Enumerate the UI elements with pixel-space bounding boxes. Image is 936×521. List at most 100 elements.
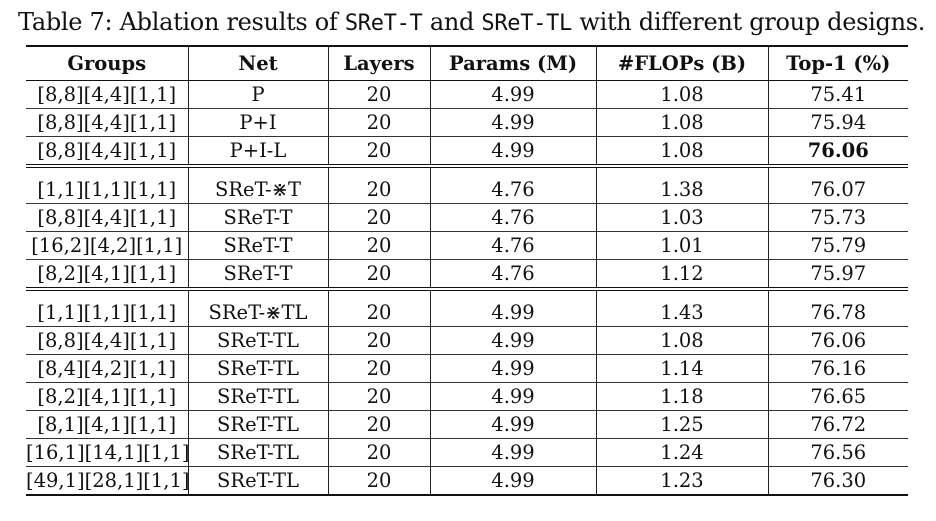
cell-flops: 1.12	[595, 259, 768, 291]
cell-params: 4.99	[429, 326, 596, 355]
cell-groups: [8,8][4,4][1,1]	[26, 203, 188, 232]
cell-top1: 76.56	[767, 438, 908, 467]
table-row: [16,1][14,1][1,1] SReT-TL 20 4.99 1.24 76.56	[26, 438, 908, 467]
table-body: [8,8][4,4][1,1] P 20 4.99 1.08 75.41 [8,8][4,4…	[26, 80, 908, 496]
cell-net: SReT-T	[187, 259, 328, 291]
cell-params: 4.99	[429, 354, 596, 383]
cell-params: 4.99	[429, 410, 596, 439]
cell-flops: 1.08	[595, 108, 768, 137]
table-row: [8,4][4,2][1,1] SReT-TL 20 4.99 1.14 76.16	[26, 354, 908, 383]
header-net: Net	[187, 45, 328, 81]
cell-flops: 1.08	[595, 80, 768, 109]
cell-layers: 20	[327, 410, 430, 439]
cell-groups: [8,4][4,2][1,1]	[26, 354, 188, 383]
cell-net: SReT-T	[187, 231, 328, 260]
ablation-table: Groups Net Layers Params (M) #FLOPs (B) …	[26, 45, 908, 496]
cell-top1: 76.78	[767, 289, 908, 327]
cell-net: SReT-TL	[187, 354, 328, 383]
cell-groups: [8,8][4,4][1,1]	[26, 326, 188, 355]
cell-top1: 76.06	[767, 326, 908, 355]
cell-net: SReT-⋇TL	[187, 289, 328, 327]
table-row: [49,1][28,1][1,1] SReT-TL 20 4.99 1.23 76.30	[26, 466, 908, 496]
table-row: [1,1][1,1][1,1] SReT-⋇TL 20 4.99 1.43 76.78	[26, 289, 908, 327]
cell-layers: 20	[327, 382, 430, 411]
cell-layers: 20	[327, 326, 430, 355]
cell-params: 4.76	[429, 166, 596, 204]
cell-params: 4.76	[429, 231, 596, 260]
cell-top1: 76.65	[767, 382, 908, 411]
cell-net: SReT-T	[187, 203, 328, 232]
table-row: [16,2][4,2][1,1] SReT-T 20 4.76 1.01 75.79	[26, 231, 908, 260]
cell-flops: 1.23	[595, 466, 768, 496]
cell-params: 4.99	[429, 108, 596, 137]
cell-flops: 1.08	[595, 326, 768, 355]
cell-groups: [8,8][4,4][1,1]	[26, 136, 188, 168]
cell-net: SReT-TL	[187, 438, 328, 467]
table-row: [8,8][4,4][1,1] P+I-L 20 4.99 1.08 76.06	[26, 136, 908, 168]
cell-net: SReT-TL	[187, 466, 328, 496]
cell-top1: 75.79	[767, 231, 908, 260]
cell-layers: 20	[327, 136, 430, 168]
cell-groups: [1,1][1,1][1,1]	[26, 289, 188, 327]
cell-groups: [8,8][4,4][1,1]	[26, 108, 188, 137]
cell-top1: 75.73	[767, 203, 908, 232]
cell-top1: 75.41	[767, 80, 908, 109]
cell-net: P+I	[187, 108, 328, 137]
cell-flops: 1.18	[595, 382, 768, 411]
cell-params: 4.76	[429, 259, 596, 291]
table-row: [8,1][4,1][1,1] SReT-TL 20 4.99 1.25 76.72	[26, 410, 908, 439]
cell-flops: 1.01	[595, 231, 768, 260]
cell-net: SReT-TL	[187, 326, 328, 355]
cell-params: 4.99	[429, 466, 596, 496]
cell-layers: 20	[327, 466, 430, 496]
cell-groups: [8,8][4,4][1,1]	[26, 80, 188, 109]
cell-top1: 76.06	[767, 136, 908, 168]
caption-model-1: SReT-T	[344, 11, 423, 36]
cell-flops: 1.14	[595, 354, 768, 383]
table-row: [8,8][4,4][1,1] SReT-T 20 4.76 1.03 75.73	[26, 203, 908, 232]
cell-layers: 20	[327, 166, 430, 204]
cell-groups: [16,2][4,2][1,1]	[26, 231, 188, 260]
cell-net: P	[187, 80, 328, 109]
caption-model-2: SReT-TL	[481, 11, 573, 36]
cell-groups: [8,1][4,1][1,1]	[26, 410, 188, 439]
cell-top1: 76.16	[767, 354, 908, 383]
cell-flops: 1.43	[595, 289, 768, 327]
table-header-row: Groups Net Layers Params (M) #FLOPs (B) …	[26, 45, 908, 81]
table-row: [8,8][4,4][1,1] P+I 20 4.99 1.08 75.94	[26, 108, 908, 137]
cell-params: 4.99	[429, 382, 596, 411]
cell-layers: 20	[327, 203, 430, 232]
cell-params: 4.99	[429, 80, 596, 109]
table-row: [8,2][4,1][1,1] SReT-T 20 4.76 1.12 75.97	[26, 259, 908, 291]
cell-groups: [8,2][4,1][1,1]	[26, 382, 188, 411]
cell-layers: 20	[327, 354, 430, 383]
cell-net: SReT-⋇T	[187, 166, 328, 204]
cell-groups: [16,1][14,1][1,1]	[26, 438, 190, 467]
caption-suffix: with different group designs.	[572, 8, 926, 36]
cell-params: 4.99	[429, 289, 596, 327]
cell-net: SReT-TL	[187, 410, 328, 439]
cell-top1: 75.97	[767, 259, 908, 291]
cell-layers: 20	[327, 289, 430, 327]
cell-top1: 76.07	[767, 166, 908, 204]
cell-flops: 1.25	[595, 410, 768, 439]
cell-flops: 1.38	[595, 166, 768, 204]
cell-layers: 20	[327, 108, 430, 137]
cell-flops: 1.24	[595, 438, 768, 467]
header-top1: Top-1 (%)	[767, 45, 908, 81]
table-row: [1,1][1,1][1,1] SReT-⋇T 20 4.76 1.38 76.07	[26, 166, 908, 204]
header-params: Params (M)	[429, 45, 596, 81]
cell-top1: 76.30	[767, 466, 908, 496]
cell-groups: [8,2][4,1][1,1]	[26, 259, 188, 291]
cell-groups: [49,1][28,1][1,1]	[26, 466, 190, 496]
table-row: [8,8][4,4][1,1] P 20 4.99 1.08 75.41	[26, 80, 908, 109]
cell-flops: 1.03	[595, 203, 768, 232]
cell-layers: 20	[327, 438, 430, 467]
cell-net: SReT-TL	[187, 382, 328, 411]
table-row: [8,2][4,1][1,1] SReT-TL 20 4.99 1.18 76.65	[26, 382, 908, 411]
table-caption: Table 7: Ablation results of SReT-T and …	[18, 6, 925, 40]
cell-params: 4.99	[429, 438, 596, 467]
cell-net: P+I-L	[187, 136, 328, 168]
cell-flops: 1.08	[595, 136, 768, 168]
caption-prefix: Table 7: Ablation results of	[18, 8, 345, 36]
